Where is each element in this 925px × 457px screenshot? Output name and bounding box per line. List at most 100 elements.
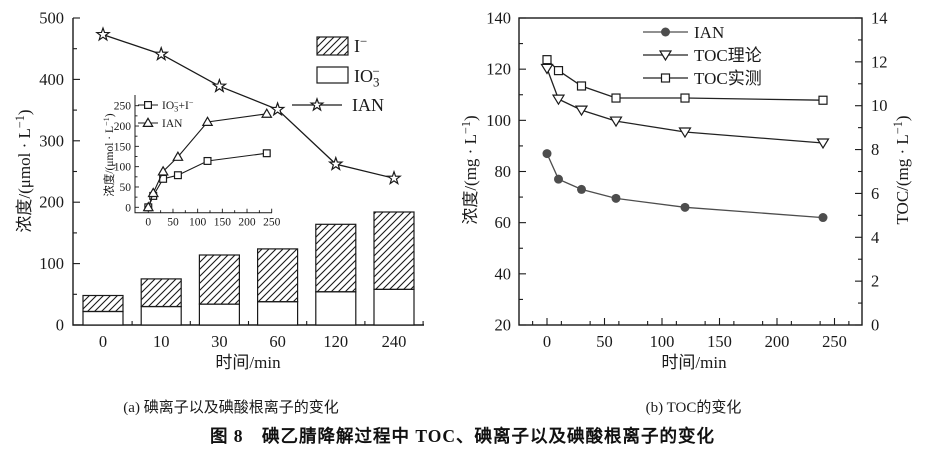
square-marker xyxy=(680,93,690,103)
triangle-down-marker xyxy=(658,50,673,62)
triangle-up-marker xyxy=(157,165,169,176)
y-tick-label: 200 xyxy=(39,193,64,212)
y-tick-label: 100 xyxy=(39,254,64,273)
right-y-tick-label: 12 xyxy=(871,52,888,71)
triangle-down-marker xyxy=(678,127,692,139)
figure-title: 图 8 碘乙腈降解过程中 TOC、碘离子以及碘酸根离子的变化 xyxy=(209,426,716,446)
inset-series-ian xyxy=(142,107,273,212)
x-tick-label: 0 xyxy=(543,332,551,351)
y-tick-label: 500 xyxy=(39,9,64,28)
triangle-down-marker xyxy=(540,63,554,75)
right-y-tick-label: 0 xyxy=(871,316,879,335)
triangle-down-marker xyxy=(609,116,623,128)
square-marker xyxy=(818,95,828,105)
square-marker xyxy=(611,93,621,103)
bar-iodide xyxy=(315,223,357,293)
left-y-tick-label: 80 xyxy=(495,162,512,181)
panel-b-plot-box xyxy=(518,17,863,326)
x-tick-label: 10 xyxy=(153,332,170,351)
square-marker xyxy=(576,81,587,91)
bar-iodate xyxy=(315,291,357,326)
inset-y-tick-label: 0 xyxy=(125,202,131,214)
left-y-tick-label: 140 xyxy=(486,9,511,28)
inset-legend: IO3−+I− IAN xyxy=(138,98,194,130)
inset-x-tick-label: 50 xyxy=(167,217,179,229)
x-tick-label: 200 xyxy=(765,332,790,351)
inset-y-tick-label: 100 xyxy=(114,162,132,174)
triangle-down-marker xyxy=(551,94,566,106)
left-y-tick-label: 20 xyxy=(495,316,512,335)
x-tick-label: 0 xyxy=(99,332,107,351)
square-marker xyxy=(553,66,564,76)
ian-line-series xyxy=(95,26,402,185)
star-marker xyxy=(309,97,325,112)
triangle-down-marker xyxy=(574,105,589,117)
legend-open-swatch xyxy=(316,66,349,84)
legend-label-ian: IAN xyxy=(352,95,384,115)
inset-x-tick-label: 150 xyxy=(214,217,232,229)
right-y-tick-label: 4 xyxy=(871,228,879,247)
inset-x-tick-label: 250 xyxy=(263,217,281,229)
inset-ticks xyxy=(135,105,273,213)
legend-label: IAN xyxy=(694,23,724,42)
panel-b-legend: IAN TOC理论 TOC实测 xyxy=(643,23,762,88)
triangle-up-marker xyxy=(147,187,159,198)
legend-label-iodate: IO3− xyxy=(354,64,380,90)
star-marker xyxy=(153,45,170,61)
caption-b: (b) TOC的变化 xyxy=(645,400,742,416)
panel-b-xlabel: 时间/min xyxy=(661,353,727,372)
stacked-bars xyxy=(82,211,415,326)
triangle-up-marker xyxy=(201,116,214,126)
inset-ylabel: 浓度/(μmol · L−1) xyxy=(102,113,116,196)
x-tick-label: 50 xyxy=(596,332,613,351)
series-ian xyxy=(542,149,828,223)
bar-iodate xyxy=(82,310,124,326)
panel-b-left-ylabel: 浓度/(mg · L−1) xyxy=(462,115,480,224)
square-marker xyxy=(262,149,271,158)
y-tick-label: 400 xyxy=(39,70,64,89)
legend-hatch-swatch xyxy=(316,36,349,56)
inset-x-tick-label: 0 xyxy=(145,217,151,229)
circle-marker xyxy=(577,184,586,194)
star-marker xyxy=(269,101,286,117)
bar-iodide xyxy=(82,294,124,313)
x-tick-label: 150 xyxy=(707,332,732,351)
x-tick-label: 120 xyxy=(323,332,348,351)
star-marker xyxy=(327,155,344,171)
square-marker xyxy=(542,55,552,65)
inset-x-tick-label: 100 xyxy=(189,217,207,229)
triangle-up-marker xyxy=(142,117,154,128)
triangle-up-marker xyxy=(172,151,184,161)
right-y-tick-label: 10 xyxy=(871,96,888,115)
right-y-tick-label: 2 xyxy=(871,272,879,291)
triangle-down-marker xyxy=(816,138,830,150)
square-marker xyxy=(203,156,212,165)
bar-iodide xyxy=(373,211,415,291)
circle-marker xyxy=(611,193,621,203)
inset-legend-label: IO3−+I− xyxy=(162,98,194,114)
left-y-tick-label: 120 xyxy=(486,60,511,79)
circle-marker xyxy=(680,202,690,212)
x-tick-label: 100 xyxy=(650,332,675,351)
square-marker xyxy=(173,171,182,180)
circle-marker xyxy=(554,174,563,184)
square-marker xyxy=(144,100,153,109)
triangle-up-marker xyxy=(142,201,155,212)
bar-iodide xyxy=(257,248,299,303)
series-toc-theory xyxy=(540,63,830,150)
inset-tick-labels: 0 50 100 150 200 250 0 50 100 150 200 250 xyxy=(114,101,281,229)
inset-y-tick-label: 150 xyxy=(114,141,132,153)
star-marker xyxy=(95,26,111,42)
inset-legend-label: IAN xyxy=(162,118,183,130)
inset-x-tick-label: 200 xyxy=(238,217,256,229)
x-tick-label: 240 xyxy=(382,332,407,351)
star-marker xyxy=(386,169,402,185)
y-tick-label: 0 xyxy=(56,316,64,335)
series-toc-measured xyxy=(542,55,828,105)
bar-iodide xyxy=(140,278,182,308)
bar-iodate xyxy=(373,288,415,326)
